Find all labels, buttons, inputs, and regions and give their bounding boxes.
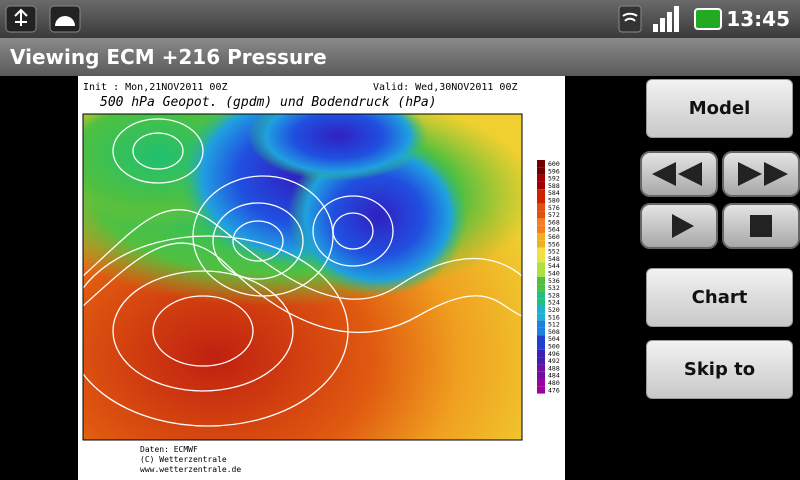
scale-label: 572 [548,211,560,219]
fast-forward-button[interactable] [722,151,800,197]
scale-swatch [537,327,545,336]
play-icon [672,214,694,238]
scale-label: 540 [548,270,560,278]
scale-swatch [537,349,545,358]
scale-label: 484 [548,372,560,380]
rewind-button[interactable] [640,151,718,197]
scale-label: 592 [548,175,560,183]
scale-swatch [537,306,545,314]
scale-swatch [537,276,545,285]
scale-swatch [537,240,545,248]
scale-label: 520 [548,306,560,314]
scale-label: 528 [548,291,560,299]
notification-icons [5,5,81,33]
map-heading: 500 hPa Geopot. (gpdm) und Bodendruck (h… [100,95,437,110]
scale-swatch [537,174,545,182]
map-field [83,114,522,440]
scale-label: 532 [548,284,560,292]
scale-label: 476 [548,386,560,394]
clock: 13:45 [726,7,790,31]
stop-icon [750,215,772,237]
scale-swatch [537,160,545,168]
scale-label: 580 [548,197,560,205]
scale-swatch [537,320,545,328]
play-button[interactable] [640,203,718,249]
scale-label: 492 [548,357,560,365]
scale-label: 508 [548,328,560,336]
rewind-icon [652,162,702,186]
scale-label: 576 [548,204,560,212]
scale-swatch [537,262,545,270]
scale-label: 584 [548,189,560,197]
scale-swatch [537,247,545,255]
scale-swatch [537,379,545,387]
scale-swatch [537,269,545,277]
scale-swatch [537,233,545,241]
scale-label: 516 [548,313,560,321]
scale-swatch [537,364,545,372]
model-button[interactable]: Model [646,79,793,138]
footer-line: (C) Wetterzentrale [140,455,227,464]
scale-label: 548 [548,255,560,263]
scale-label: 500 [548,343,560,351]
scale-swatch [537,181,545,190]
scale-swatch [537,167,545,175]
skip-to-button[interactable]: Skip to [646,340,793,399]
scale-swatch [537,335,545,343]
scale-swatch [537,211,545,219]
scale-label: 480 [548,379,560,387]
scale-label: 564 [548,226,560,234]
scale-swatch [537,357,545,365]
scale-swatch [537,291,545,299]
scale-label: 560 [548,233,560,241]
scale-label: 588 [548,182,560,190]
scale-label: 544 [548,262,560,270]
scale-label: 504 [548,335,560,343]
scale-swatch [537,218,545,226]
scale-swatch [537,203,545,212]
scale-label: 568 [548,218,560,226]
scale-swatch [537,189,545,197]
scale-label: 596 [548,167,560,175]
title-bar: Viewing ECM +216 Pressure [0,38,800,76]
scale-swatch [537,386,545,394]
scale-label: 496 [548,350,560,358]
scale-swatch [537,225,545,233]
footer-line: Daten: ECMWF [140,445,198,454]
scale-label: 552 [548,248,560,256]
valid-label: Valid: Wed,30NOV2011 00Z [373,82,518,93]
footer-line: www.wetterzentrale.de [140,465,241,474]
scale-swatch [537,196,545,204]
chart-button[interactable]: Chart [646,268,793,327]
init-label: Init : Mon,21NOV2011 00Z [83,82,228,93]
scale-label: 512 [548,321,560,329]
scale-swatch [537,342,545,350]
fast-forward-icon [738,162,788,186]
scale-label: 488 [548,364,560,372]
scale-label: 556 [548,240,560,248]
system-icons [618,5,722,33]
scale-label: 536 [548,277,560,285]
scale-label: 524 [548,299,560,307]
scale-swatch [537,313,545,321]
scale-swatch [537,298,545,306]
stop-button[interactable] [722,203,800,249]
scale-swatch [537,371,545,379]
color-scale: 6005965925885845805765725685645605565525… [537,160,560,394]
scale-label: 600 [548,160,560,168]
status-bar: 13:45 [0,0,800,38]
weather-map: Init : Mon,21NOV2011 00Z Valid: Wed,30NO… [78,76,565,480]
scale-swatch [537,284,545,292]
scale-swatch [537,254,545,263]
